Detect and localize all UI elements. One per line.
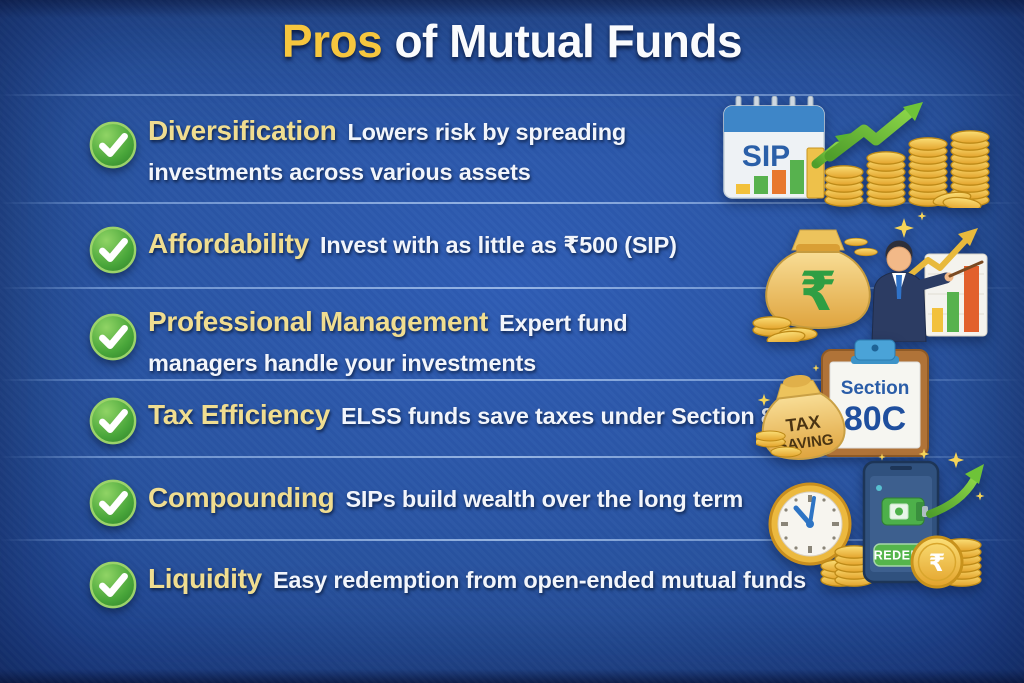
clock-icon: [768, 482, 852, 566]
title-highlight: Pros: [281, 15, 383, 67]
row-heading: Compounding: [148, 482, 335, 513]
rupee-symbol: ₹: [929, 550, 946, 577]
checkmark-icon: [89, 313, 137, 361]
sip-calendar: SIP: [723, 96, 825, 199]
divider-line: [0, 94, 1024, 96]
row-description: SIPs build wealth over the long term: [345, 486, 744, 512]
row-heading: Liquidity: [148, 563, 262, 594]
row-heading: Tax Efficiency: [148, 399, 331, 430]
pros-row: Affordability Invest with as little as ₹5…: [148, 225, 788, 267]
divider-line: [0, 456, 1024, 458]
divider-line: [0, 287, 1024, 289]
section-80c-clipboard: Section 80C: [821, 339, 929, 457]
sip-growth-illustration: SIP: [723, 96, 990, 208]
fund-manager-figure: [871, 240, 984, 342]
row-description: Lowers risk by spreading investments acr…: [148, 119, 627, 185]
row-description: Easy redemption from open-ended mutual f…: [272, 567, 807, 593]
pros-row: Compounding SIPs build wealth over the lo…: [148, 479, 798, 521]
checkmark-icon: [89, 561, 137, 609]
chart-panel: [899, 228, 988, 337]
row-description: Invest with as little as ₹500 (SIP): [319, 232, 677, 258]
row-description: ELSS funds save taxes under Section 80C: [341, 403, 804, 429]
growth-arrow-icon: [926, 464, 984, 518]
clipboard-line1: Section: [841, 378, 910, 399]
money-bag: ₹: [752, 229, 878, 342]
divider-line: [0, 202, 1024, 204]
row-heading: Diversification: [148, 115, 337, 146]
pros-row: Professional Management Expert fund manag…: [148, 303, 723, 385]
liquidity-redeem-illustration: REDEEM ₹: [768, 452, 985, 589]
pros-row: Diversification Lowers risk by spreading …: [148, 112, 638, 194]
tax-saving-illustration: Section 80C TAX SAVING: [756, 339, 930, 460]
row-heading: Affordability: [148, 228, 309, 259]
rupee-coin: ₹: [910, 535, 964, 589]
rupee-symbol: ₹: [799, 262, 837, 322]
checkmark-icon: [89, 479, 137, 527]
growth-arrow-icon: [811, 102, 923, 169]
checkmark-icon: [89, 121, 137, 169]
row-description: Expert fund managers handle your investm…: [148, 310, 628, 376]
tax-bag-line1: TAX: [785, 412, 822, 436]
title-rest: of Mutual Funds: [394, 15, 743, 67]
sip-calendar-label: SIP: [742, 140, 790, 173]
page-title: Pros of Mutual Funds: [0, 14, 1024, 68]
checkmark-icon: [89, 397, 137, 445]
row-heading: Professional Management: [148, 306, 489, 337]
pros-row: Liquidity Easy redemption from open-ended…: [148, 560, 818, 602]
checkmark-icon: [89, 226, 137, 274]
pros-row: Tax Efficiency ELSS funds save taxes unde…: [148, 396, 808, 438]
divider-line: [0, 379, 1024, 381]
invest-advisor-illustration: ₹: [752, 211, 988, 342]
clipboard-line2: 80C: [844, 400, 906, 438]
divider-line: [0, 539, 1024, 541]
